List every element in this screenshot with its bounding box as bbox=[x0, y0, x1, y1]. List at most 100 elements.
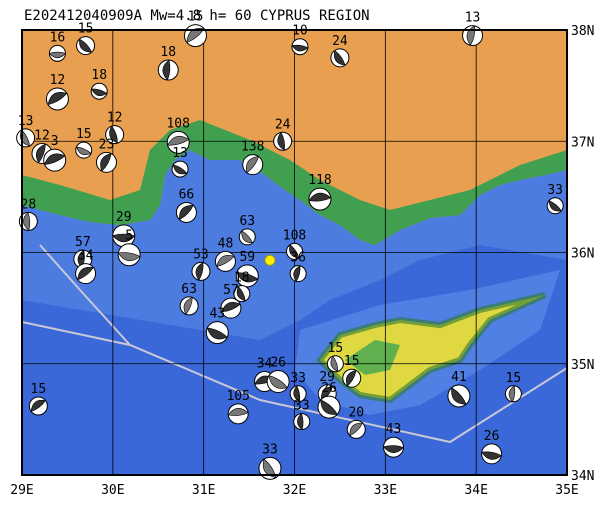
focal-mechanism: 16 bbox=[48, 30, 66, 62]
lon-tick-label: 29E bbox=[10, 483, 33, 498]
focal-mechanism: 15 bbox=[326, 341, 344, 373]
beachball-compression bbox=[308, 192, 332, 202]
focal-mechanism: 28 bbox=[18, 197, 38, 231]
beachball-compression bbox=[216, 255, 235, 267]
beachball-compression bbox=[333, 49, 346, 66]
depth-label: 57 bbox=[75, 235, 91, 250]
beachball-compression bbox=[91, 88, 108, 97]
focal-mechanism: 57 bbox=[73, 235, 93, 269]
beachball-compression bbox=[289, 244, 300, 259]
depth-label: 57 bbox=[223, 283, 239, 298]
beachball-compression bbox=[262, 458, 277, 478]
beachball-compression bbox=[320, 399, 338, 415]
depth-label: 12 bbox=[107, 111, 123, 126]
beachball-compression bbox=[268, 375, 288, 389]
focal-mechanism: 57 bbox=[220, 283, 242, 319]
focal-mechanism: 10 bbox=[291, 24, 309, 56]
focal-mechanism: 18 bbox=[90, 68, 108, 100]
focal-mechanism: 20 bbox=[346, 405, 366, 439]
beachball-compression bbox=[162, 59, 171, 81]
depth-label: 10 bbox=[292, 24, 308, 39]
depth-label: 48 bbox=[218, 236, 234, 251]
focal-mechanism: 29 bbox=[112, 210, 136, 248]
depth-label: 26 bbox=[484, 429, 500, 444]
depth-label: 118 bbox=[308, 173, 331, 188]
beachball-compression bbox=[47, 91, 68, 106]
depth-label: 33 bbox=[290, 371, 306, 386]
lon-tick-label: 33E bbox=[374, 483, 397, 498]
depth-label: 16 bbox=[50, 30, 66, 45]
beachball-compression bbox=[297, 413, 304, 431]
depth-label: 20 bbox=[348, 405, 364, 420]
focal-mechanism: 18 bbox=[157, 45, 179, 81]
depth-label: 36 bbox=[290, 251, 306, 266]
depth-label: 12 bbox=[50, 73, 66, 88]
focal-mechanism: 48 bbox=[214, 236, 236, 272]
focal-mechanism: 26 bbox=[266, 356, 290, 394]
beachball-compression bbox=[195, 262, 204, 281]
focal-mechanism: 15 bbox=[75, 127, 93, 159]
beachball-compression bbox=[100, 153, 112, 172]
depth-label: 108 bbox=[166, 116, 189, 131]
beachball-compression bbox=[246, 156, 260, 174]
focal-mechanism: 12 bbox=[105, 111, 125, 145]
beachball-compression bbox=[186, 28, 205, 43]
depth-label: 13 bbox=[18, 114, 34, 129]
beachball-compression bbox=[277, 131, 285, 151]
focal-mechanism: 24 bbox=[330, 34, 350, 68]
depth-label: 23 bbox=[99, 137, 115, 152]
depth-label: 26 bbox=[321, 381, 337, 396]
focal-mechanism: 18 bbox=[233, 271, 251, 303]
beachball-compression bbox=[236, 285, 246, 302]
depth-label: 53 bbox=[193, 247, 209, 262]
beachball-compression bbox=[23, 211, 31, 231]
beachball-compression bbox=[179, 204, 194, 221]
focal-mechanism: 23 bbox=[95, 137, 117, 173]
plate-boundary bbox=[39, 244, 131, 346]
depth-label: 43 bbox=[209, 307, 225, 322]
focal-mechanism: 26 bbox=[317, 381, 341, 419]
depth-label: 105 bbox=[226, 389, 249, 404]
focal-mechanism: 138 bbox=[241, 140, 264, 176]
depth-label: 33 bbox=[294, 399, 310, 414]
depth-label: 108 bbox=[283, 228, 306, 243]
depth-label: 18 bbox=[160, 45, 176, 60]
beachball-compression bbox=[349, 422, 364, 437]
depth-label: 63 bbox=[181, 282, 197, 297]
focal-mechanism: 108 bbox=[166, 116, 190, 154]
focal-mechanism: 63 bbox=[179, 282, 199, 316]
depth-label: 13 bbox=[465, 11, 481, 26]
beachball-compression bbox=[44, 153, 66, 165]
focal-mechanism: 15 bbox=[504, 371, 522, 403]
focal-mechanism: 43 bbox=[382, 422, 405, 458]
depth-label: 43 bbox=[386, 422, 402, 437]
beachball-compression bbox=[183, 297, 193, 315]
troodos bbox=[345, 340, 400, 375]
focal-mechanism: 13 bbox=[462, 11, 484, 47]
beachball-compression bbox=[293, 265, 301, 282]
beachball-compression bbox=[109, 125, 118, 144]
beachball-compression bbox=[221, 302, 241, 313]
depth-label: 15 bbox=[506, 371, 522, 386]
focal-mechanism: 36 bbox=[289, 251, 307, 283]
depth-label: 66 bbox=[179, 187, 195, 202]
beachball-compression bbox=[291, 44, 309, 52]
focal-mechanism: 3 bbox=[43, 134, 67, 172]
depth-label: 15 bbox=[344, 354, 360, 369]
focal-mechanism: 33 bbox=[289, 371, 307, 403]
beachball-compression bbox=[206, 327, 228, 340]
focal-mechanism: 26 bbox=[481, 429, 503, 465]
focal-mechanism: 24 bbox=[273, 117, 293, 151]
beachball-compression bbox=[345, 369, 357, 387]
focal-mechanism: 33 bbox=[293, 399, 311, 431]
lat-tick-label: 34N bbox=[571, 469, 594, 484]
focal-mechanism: 33 bbox=[258, 442, 282, 480]
focal-mechanism: 105 bbox=[226, 389, 250, 425]
beachball-compression bbox=[35, 143, 46, 164]
focal-mechanism: 108 bbox=[283, 228, 306, 260]
lon-tick-label: 34E bbox=[464, 483, 487, 498]
depth-label: 138 bbox=[241, 140, 264, 155]
depth-label: 59 bbox=[239, 250, 255, 265]
